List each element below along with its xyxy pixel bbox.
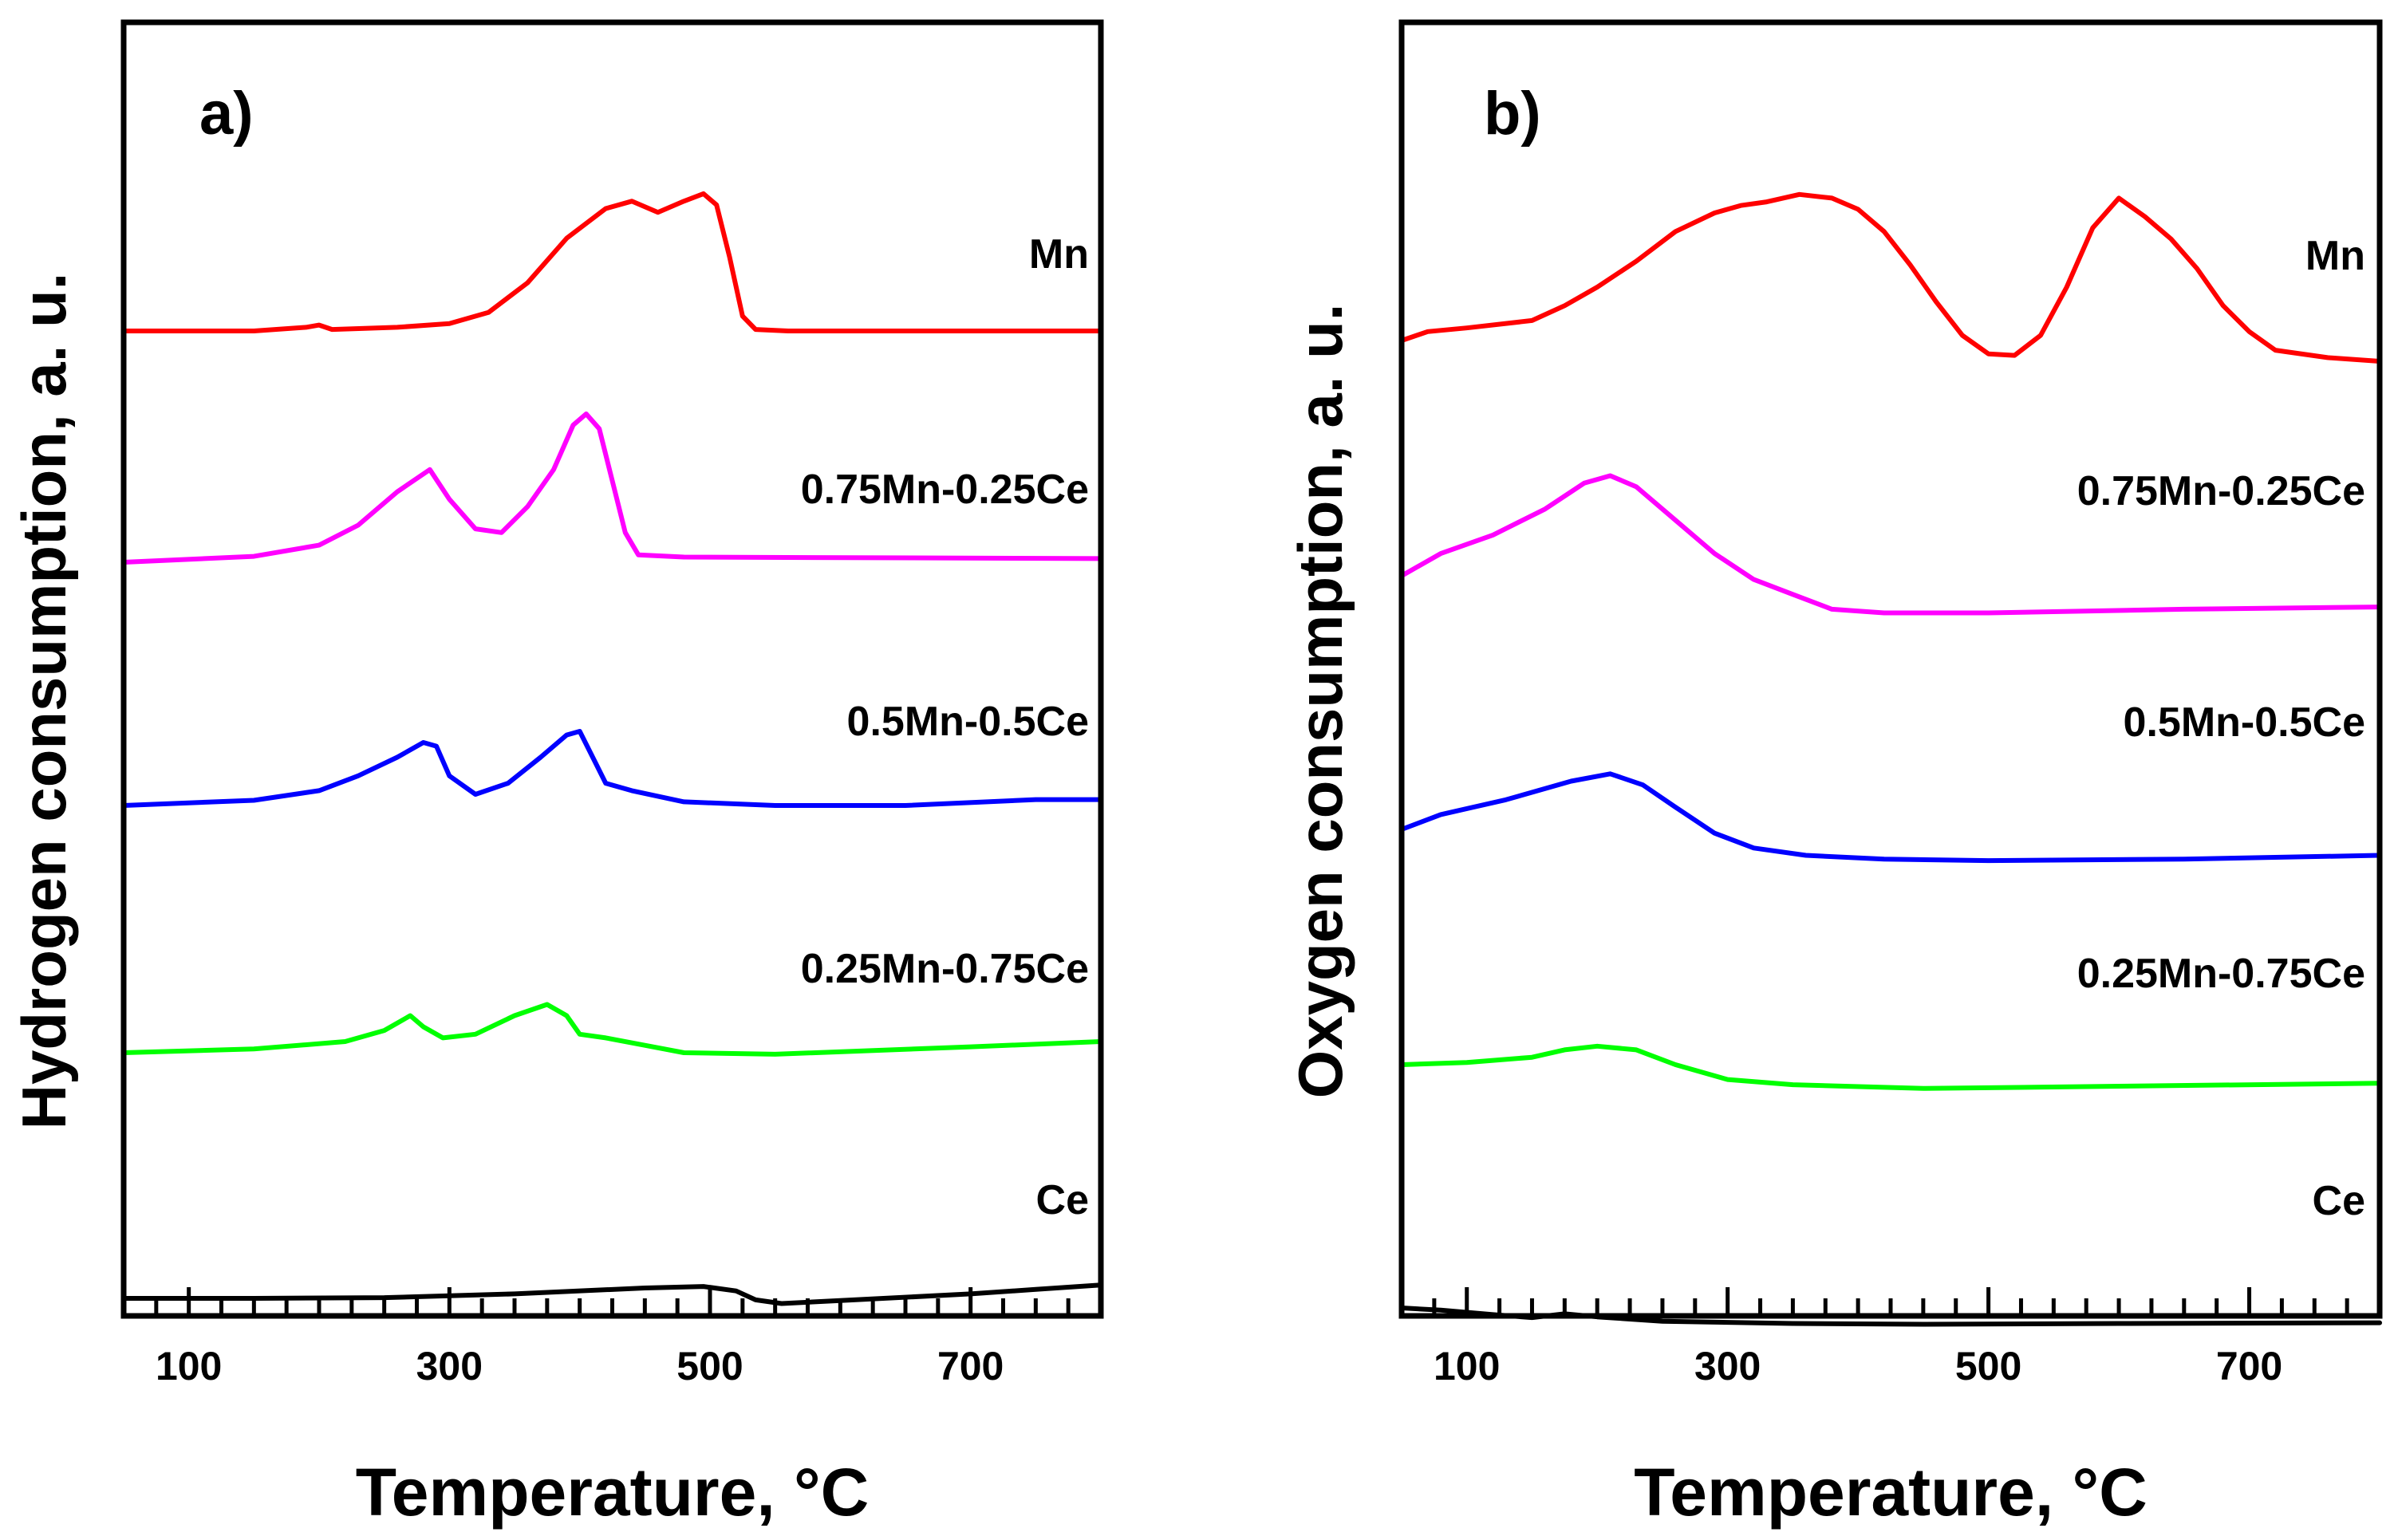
panel-a-axes-frame: [120, 19, 1104, 1319]
panel-b-legend-label-0.5Mn-0.5Ce: 0.5Mn-0.5Ce: [2124, 699, 2365, 746]
panel-b-x-axis-label: Temperature, °C: [1634, 1455, 2148, 1530]
panel-a-series-0.5Mn-0.5Ce: [121, 729, 1103, 808]
panel-b-panel-label: b): [1484, 80, 1541, 148]
panel-b-x-tick-label: 500: [1955, 1344, 2021, 1388]
panel-b-axes-frame: [1398, 19, 2383, 1319]
panel-b-y-axis-label: Oxygen consumption, a. u.: [1285, 304, 1355, 1099]
panel-a-x-tick-label: 300: [416, 1344, 483, 1388]
panel-b-x-tick-label: 300: [1694, 1344, 1761, 1388]
panel-a-x-axis-label: Temperature, °C: [356, 1455, 870, 1530]
panel-b-series-0.5Mn-0.5Ce: [1399, 771, 2382, 864]
panel-a-hydrogen-tpr: Mn 0.75Mn-0.25Ce 0.5Mn-0.5Ce 0.25Mn-0.75Ce C…: [9, 19, 1104, 1530]
panel-a-legend-label-0.75Mn-0.25Ce: 0.75Mn-0.25Ce: [801, 467, 1089, 513]
panel-b-series-0.75Mn-0.25Ce: [1399, 473, 2382, 616]
panel-b-legend-label-0.25Mn-0.75Ce: 0.25Mn-0.75Ce: [2077, 951, 2365, 997]
panel-b-oxygen-tpo: Mn 0.75Mn-0.25Ce 0.5Mn-0.5Ce 0.25Mn-0.75Ce C…: [1285, 19, 2383, 1530]
panel-a-y-axis-label: Hydrogen consumption, a. u.: [9, 273, 79, 1130]
panel-b-series-Mn: [1399, 191, 2382, 364]
panel-a-legend-label-0.25Mn-0.75Ce: 0.25Mn-0.75Ce: [801, 946, 1089, 992]
panel-a-legend-label-0.5Mn-0.5Ce: 0.5Mn-0.5Ce: [847, 699, 1089, 745]
panel-b-x-tick-label: 700: [2216, 1344, 2282, 1388]
panel-a-x-tick-label: 700: [937, 1344, 1004, 1388]
panel-b-legend-label-0.75Mn-0.25Ce: 0.75Mn-0.25Ce: [2077, 468, 2365, 514]
panel-a-series-0.25Mn-0.75Ce: [121, 1002, 1103, 1057]
panel-b-legend-label-Ce: Ce: [2313, 1178, 2365, 1224]
panel-b-legend-label-Mn: Mn: [2305, 233, 2365, 279]
panel-a-legend-label-Ce: Ce: [1036, 1177, 1089, 1223]
panel-a-legend-label-Mn: Mn: [1029, 231, 1089, 278]
panel-b-x-tick-label: 100: [1434, 1344, 1500, 1388]
panel-a-x-tick-label: 500: [676, 1344, 743, 1388]
panel-a-series-Mn: [121, 191, 1103, 333]
panel-a-series-0.75Mn-0.25Ce: [121, 412, 1103, 565]
panel-a-panel-label: a): [199, 80, 254, 148]
panel-b-series-0.25Mn-0.75Ce: [1399, 1043, 2382, 1091]
panel-a-x-tick-label: 100: [156, 1344, 222, 1388]
